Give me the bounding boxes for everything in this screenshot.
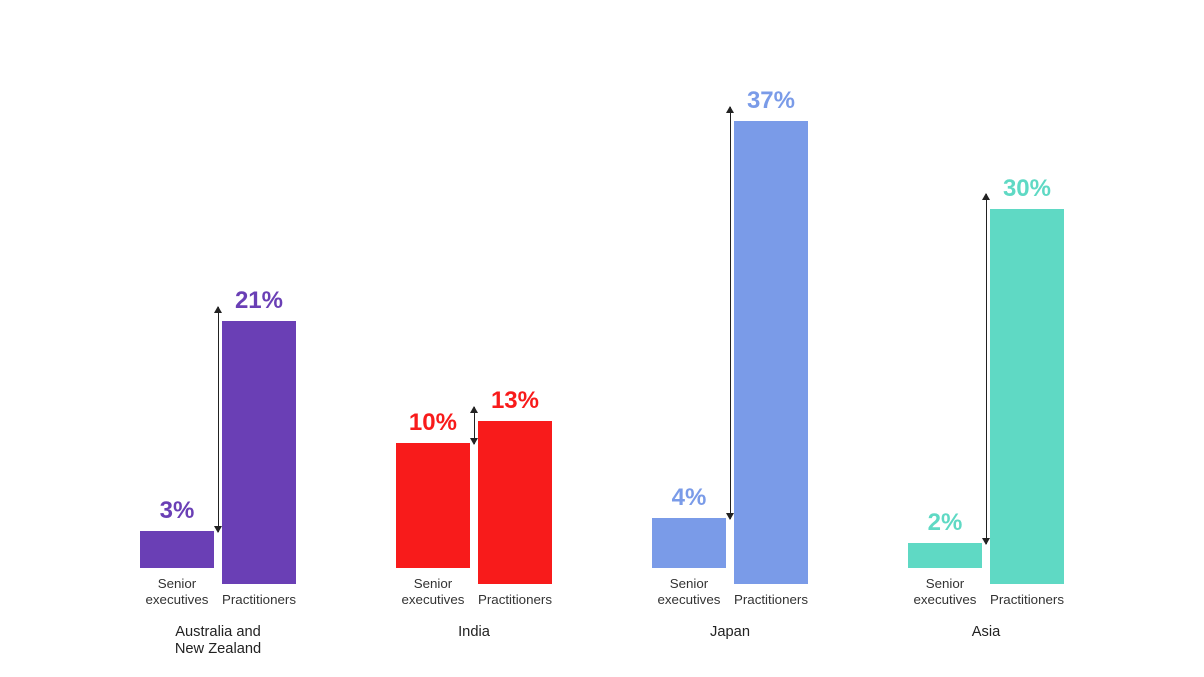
practitioners-bar <box>734 121 808 584</box>
practitioners-column: 37% Practitioners <box>734 87 808 607</box>
senior-sublabel: Seniorexecutives <box>140 576 214 607</box>
practitioners-sublabel: Practitioners <box>478 592 552 607</box>
practitioners-sublabel: Practitioners <box>222 592 296 607</box>
senior-value-label: 3% <box>160 497 195 525</box>
senior-bar <box>140 531 214 569</box>
practitioners-value-label: 37% <box>747 87 795 115</box>
practitioners-value-label: 13% <box>491 387 539 415</box>
practitioners-column: 21% Practitioners <box>222 287 296 607</box>
senior-value-label: 2% <box>928 509 963 537</box>
bar-groups-container: 3% Seniorexecutives 21% Practitioners 10% Sen… <box>0 87 1204 607</box>
senior-column: 3% Seniorexecutives <box>140 497 214 607</box>
practitioners-value-label: 30% <box>1003 175 1051 203</box>
senior-bar <box>908 543 982 568</box>
bar-group: 2% Seniorexecutives 30% Practitioners <box>908 175 1064 607</box>
practitioners-bar-wrap: 13% <box>478 387 552 584</box>
region-labels-row: Australia andNew Zealand India Japan Asia <box>0 624 1204 659</box>
senior-sublabel: Seniorexecutives <box>652 576 726 607</box>
senior-bar-wrap: 10% <box>396 409 470 568</box>
practitioners-bar-wrap: 37% <box>734 87 808 584</box>
grouped-bar-chart: 3% Seniorexecutives 21% Practitioners 10% Sen… <box>0 0 1204 677</box>
senior-sublabel: Seniorexecutives <box>908 576 982 607</box>
practitioners-bar <box>478 421 552 584</box>
gap-arrow-icon <box>474 407 475 445</box>
senior-column: 2% Seniorexecutives <box>908 509 982 607</box>
practitioners-bar-wrap: 30% <box>990 175 1064 584</box>
region-label: Japan <box>652 624 808 659</box>
region-label: Asia <box>908 624 1064 659</box>
practitioners-bar-wrap: 21% <box>222 287 296 584</box>
region-label: India <box>396 624 552 659</box>
senior-bar-wrap: 2% <box>908 509 982 568</box>
senior-sublabel: Seniorexecutives <box>396 576 470 607</box>
practitioners-bar <box>990 209 1064 584</box>
senior-bar-wrap: 4% <box>652 484 726 568</box>
senior-column: 4% Seniorexecutives <box>652 484 726 607</box>
gap-arrow-icon <box>218 307 219 532</box>
gap-arrow-icon <box>730 107 731 520</box>
senior-column: 10% Seniorexecutives <box>396 409 470 607</box>
practitioners-column: 13% Practitioners <box>478 387 552 607</box>
senior-bar <box>652 518 726 568</box>
practitioners-sublabel: Practitioners <box>734 592 808 607</box>
practitioners-bar <box>222 321 296 584</box>
practitioners-column: 30% Practitioners <box>990 175 1064 607</box>
bar-group: 3% Seniorexecutives 21% Practitioners <box>140 287 296 607</box>
senior-bar <box>396 443 470 568</box>
bar-group: 10% Seniorexecutives 13% Practitioners <box>396 387 552 607</box>
senior-value-label: 4% <box>672 484 707 512</box>
practitioners-sublabel: Practitioners <box>990 592 1064 607</box>
senior-bar-wrap: 3% <box>140 497 214 569</box>
practitioners-value-label: 21% <box>235 287 283 315</box>
gap-arrow-icon <box>986 194 987 544</box>
bar-group: 4% Seniorexecutives 37% Practitioners <box>652 87 808 607</box>
senior-value-label: 10% <box>409 409 457 437</box>
region-label: Australia andNew Zealand <box>140 624 296 659</box>
